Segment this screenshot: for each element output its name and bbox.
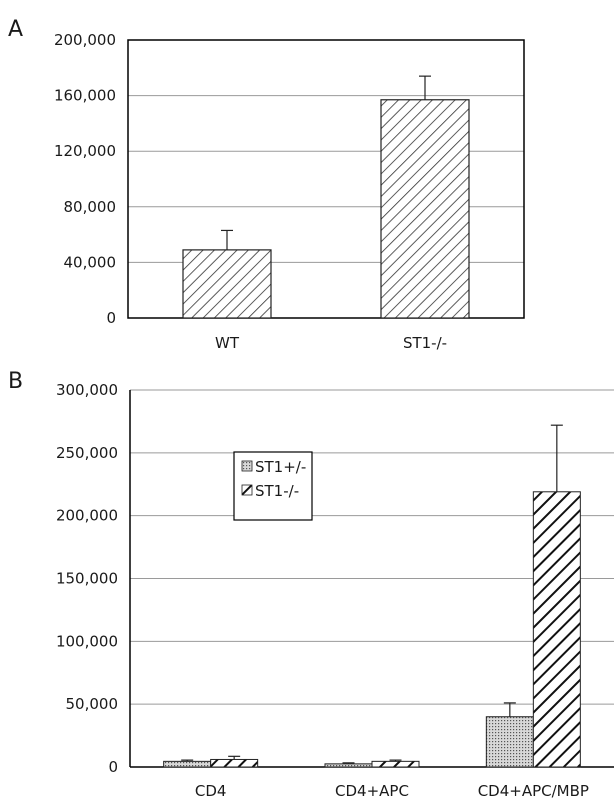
legend: ST1+/- ST1-/- (233, 451, 313, 521)
y-tick-label: 150,000 (56, 570, 118, 588)
x-category-label: CD4 (195, 782, 227, 800)
x-category-label: CD4+APC/MBP (478, 782, 589, 800)
y-tick-label: 250,000 (56, 444, 118, 462)
plot-frame (127, 39, 525, 319)
y-tick-label: 0 (106, 309, 116, 327)
bar (380, 99, 470, 319)
y-tick-label: 40,000 (64, 253, 117, 271)
y-tick-label: 300,000 (56, 381, 118, 399)
legend-label: ST1-/- (255, 482, 299, 500)
y-tick-label: 120,000 (54, 142, 116, 160)
bar (182, 249, 272, 319)
y-tick-label: 50,000 (66, 695, 119, 713)
panel-a: A 0 40,000 80,000 120,000 160,000 200,000 WT ST1… (8, 17, 525, 352)
bar (485, 716, 534, 768)
x-category-label: ST1-/- (403, 334, 447, 352)
y-tick-label: 80,000 (64, 198, 117, 216)
bar (324, 763, 373, 768)
x-category-label: WT (215, 334, 240, 352)
bar (210, 758, 259, 768)
legend-swatch (241, 460, 253, 472)
panel-letter: B (8, 369, 23, 394)
bar (163, 760, 212, 768)
y-tick-label: 0 (108, 758, 118, 776)
bar (371, 760, 420, 768)
y-tick-label: 100,000 (56, 632, 118, 650)
bar (532, 491, 581, 768)
panel-b: B 0 50,000 100,000 150,000 200,000 250,000 300,… (8, 369, 614, 800)
y-tick-label: 160,000 (54, 87, 116, 105)
x-category-label: CD4+APC (335, 782, 409, 800)
y-tick-label: 200,000 (54, 31, 116, 49)
y-tick-label: 200,000 (56, 507, 118, 525)
legend-label: ST1+/- (255, 458, 306, 476)
panel-letter: A (8, 17, 23, 42)
legend-swatch (241, 484, 253, 496)
